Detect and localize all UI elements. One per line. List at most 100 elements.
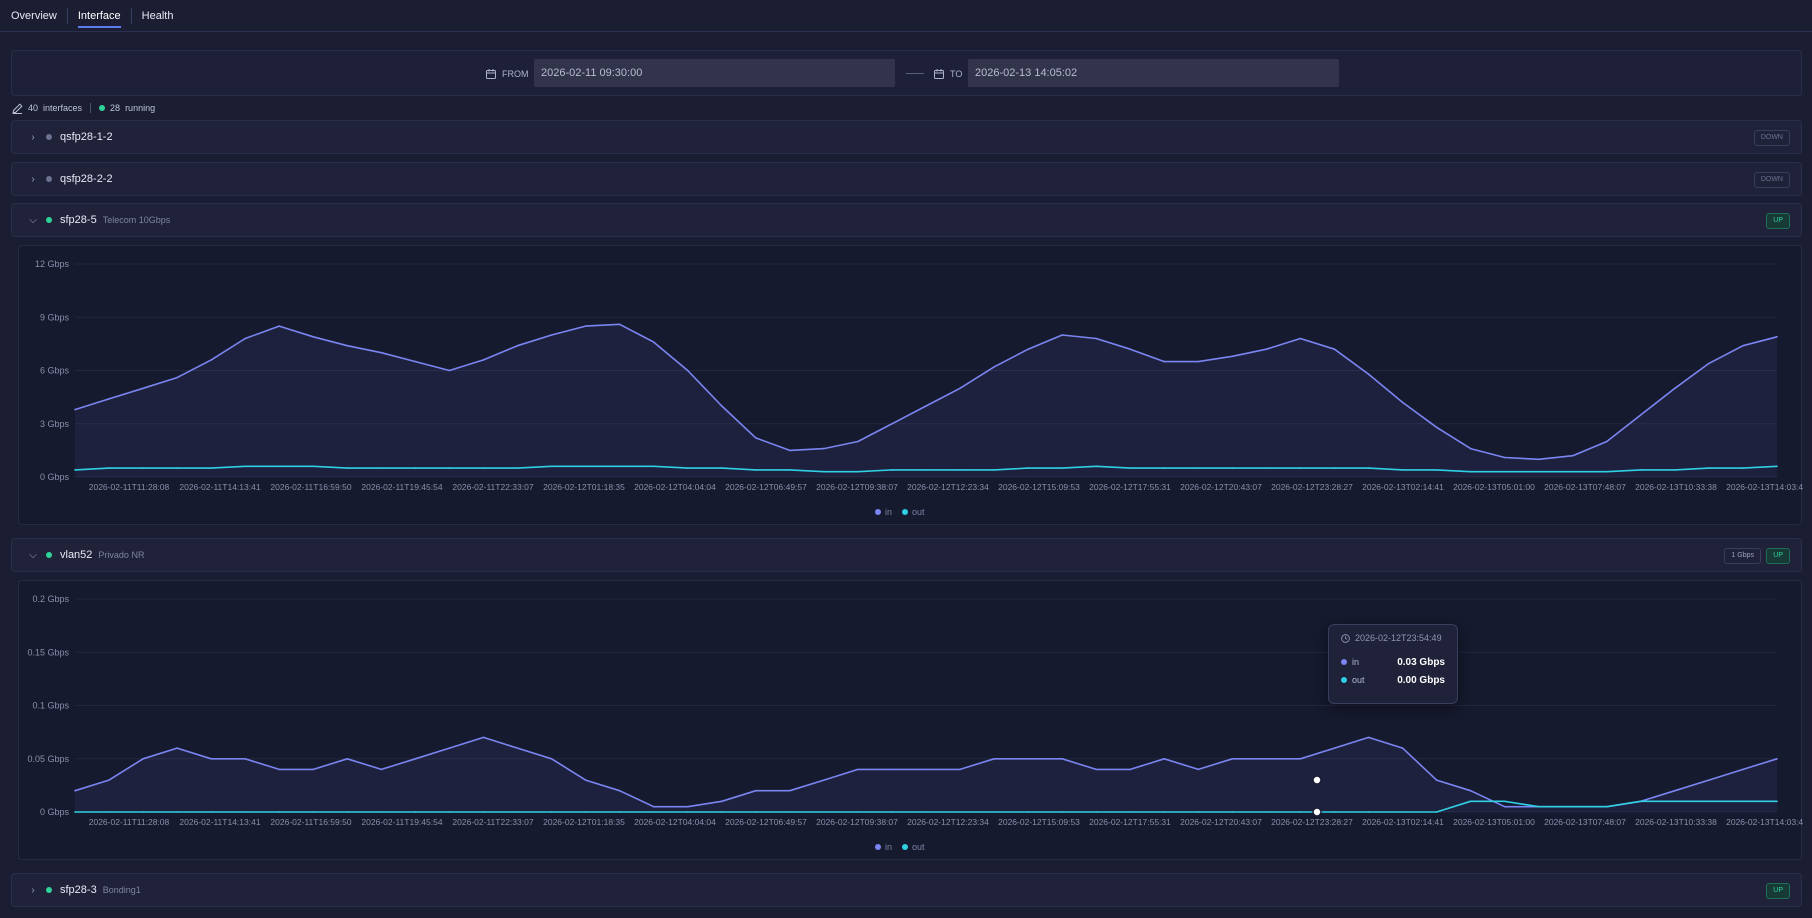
data-point-out <box>1435 811 1438 813</box>
interface-row-sfp28-3[interactable]: › sfp28-3 Bonding1 UP <box>11 873 1802 907</box>
interface-row-qsfp28-2-2[interactable]: › qsfp28-2-2 DOWN <box>11 162 1802 196</box>
tooltip-out-dot <box>1341 677 1347 683</box>
chevron-right-icon[interactable]: › <box>31 884 35 896</box>
tab-health[interactable]: Health <box>130 7 184 24</box>
status-badge: UP <box>1766 548 1790 564</box>
chevron-right-icon[interactable]: › <box>31 173 35 185</box>
data-point-in <box>1197 768 1200 771</box>
data-point-out <box>823 811 825 813</box>
data-point-in <box>414 758 417 760</box>
y-tick-label: 12 Gbps <box>35 259 70 269</box>
data-point-out <box>1606 470 1608 473</box>
data-point-out <box>1640 800 1642 803</box>
data-point-in <box>686 369 689 372</box>
data-point-out <box>142 811 144 813</box>
legend-in[interactable]: in <box>875 842 892 852</box>
data-point-in <box>925 768 927 771</box>
y-tick-label: 3 Gbps <box>40 419 70 429</box>
x-tick-label: 2026-02-12T06:49:57 <box>725 817 807 827</box>
x-tick-label: 2026-02-12T09:38:07 <box>816 482 898 492</box>
tab-overview[interactable]: Overview <box>11 9 57 22</box>
data-point-out <box>789 469 791 471</box>
chart-sfp28-5: 0 Gbps 3 Gbps 6 Gbps 9 Gbps 12 Gbps 2026-02-1… <box>18 245 1803 525</box>
x-tick-label: 2026-02-13T07:48:07 <box>1544 817 1626 827</box>
data-point-in <box>652 805 655 808</box>
data-point-in <box>1708 779 1710 781</box>
data-point-out <box>380 811 383 813</box>
data-point-out <box>414 811 417 813</box>
x-tick-label: 2026-02-13T10:33:38 <box>1635 482 1717 492</box>
interface-row-vlan52[interactable]: ⌵ vlan52 Privado NR 1 Gbps UP <box>11 538 1802 572</box>
data-point-in <box>1401 401 1404 404</box>
data-point-out <box>652 811 655 813</box>
tab-interface[interactable]: Interface <box>66 7 131 28</box>
to-date-input[interactable]: 2026-02-13 14:05:02 <box>968 59 1339 87</box>
data-point-out <box>959 811 961 813</box>
data-point-out <box>618 811 621 813</box>
data-point-out <box>1095 465 1097 468</box>
chevron-right-icon[interactable]: › <box>31 131 35 143</box>
data-point-in <box>1503 456 1506 459</box>
data-point-in <box>516 747 519 749</box>
data-point-out <box>1061 467 1063 469</box>
data-point-out <box>346 467 349 469</box>
data-point-out <box>346 811 349 813</box>
data-point-out <box>1708 467 1710 469</box>
data-point-in <box>1367 736 1370 739</box>
interface-row-qsfp28-1-2[interactable]: › qsfp28-1-2 DOWN <box>11 120 1802 154</box>
chart-legend: in out <box>875 842 925 852</box>
data-point-out <box>1606 805 1608 808</box>
data-point-out <box>1776 465 1778 468</box>
x-tick-label: 2026-02-13T07:48:07 <box>1544 482 1626 492</box>
to-label: TO <box>950 69 963 79</box>
data-point-in <box>1435 426 1438 429</box>
y-tick-label: 0.1 Gbps <box>32 701 69 711</box>
data-point-in <box>516 344 519 347</box>
running-label: running <box>125 103 156 113</box>
data-point-out <box>1537 805 1540 808</box>
from-date-input[interactable]: 2026-02-11 09:30:00 <box>534 59 895 87</box>
edit-icon[interactable] <box>12 102 23 114</box>
x-tick-label: 2026-02-11T11:28:08 <box>89 482 170 492</box>
data-point-in <box>1776 758 1778 760</box>
interfaces-label: interfaces <box>43 103 83 113</box>
data-point-out <box>891 811 893 813</box>
x-tick-label: 2026-02-13T02:14:41 <box>1362 817 1444 827</box>
chevron-down-icon[interactable]: ⌵ <box>29 214 37 226</box>
hover-marker-out <box>1312 807 1322 817</box>
legend-out[interactable]: out <box>902 842 925 852</box>
chevron-down-icon[interactable]: ⌵ <box>29 549 37 561</box>
data-point-in <box>959 768 961 771</box>
data-point-out <box>448 467 451 469</box>
data-point-in <box>74 789 76 792</box>
data-point-in <box>1095 337 1097 340</box>
data-point-in <box>108 398 110 400</box>
chart-vlan52: 0 Gbps 0.05 Gbps 0.1 Gbps 0.15 Gbps 0.2 Gbps… <box>18 580 1803 860</box>
data-point-in <box>1674 789 1676 792</box>
summary-divider <box>90 103 92 113</box>
legend-out[interactable]: out <box>902 507 925 517</box>
data-point-out <box>1469 470 1472 473</box>
data-point-in <box>1095 768 1097 771</box>
data-point-out <box>210 467 212 469</box>
legend-in[interactable]: in <box>875 507 892 517</box>
data-point-in <box>1333 348 1336 350</box>
data-point-in <box>1367 373 1370 375</box>
status-dot <box>46 217 52 223</box>
data-point-out <box>959 469 961 471</box>
data-point-out <box>1572 805 1574 808</box>
data-point-out <box>584 811 587 813</box>
interface-name: qsfp28-2-2 <box>60 173 113 185</box>
data-point-in <box>278 325 281 327</box>
data-point-in <box>1435 779 1438 781</box>
x-tick-label: 2026-02-12T12:23:34 <box>907 817 989 827</box>
data-point-out <box>1197 467 1200 469</box>
from-label-group: FROM <box>486 69 529 79</box>
x-tick-label: 2026-02-11T19:45:54 <box>361 482 442 492</box>
data-point-out <box>1027 811 1029 813</box>
data-point-out <box>1299 467 1302 469</box>
data-point-in <box>278 768 281 771</box>
data-point-in <box>1061 334 1063 336</box>
interface-row-sfp28-5[interactable]: ⌵ sfp28-5 Telecom 10Gbps UP <box>11 203 1802 237</box>
y-tick-label: 0 Gbps <box>40 472 70 482</box>
